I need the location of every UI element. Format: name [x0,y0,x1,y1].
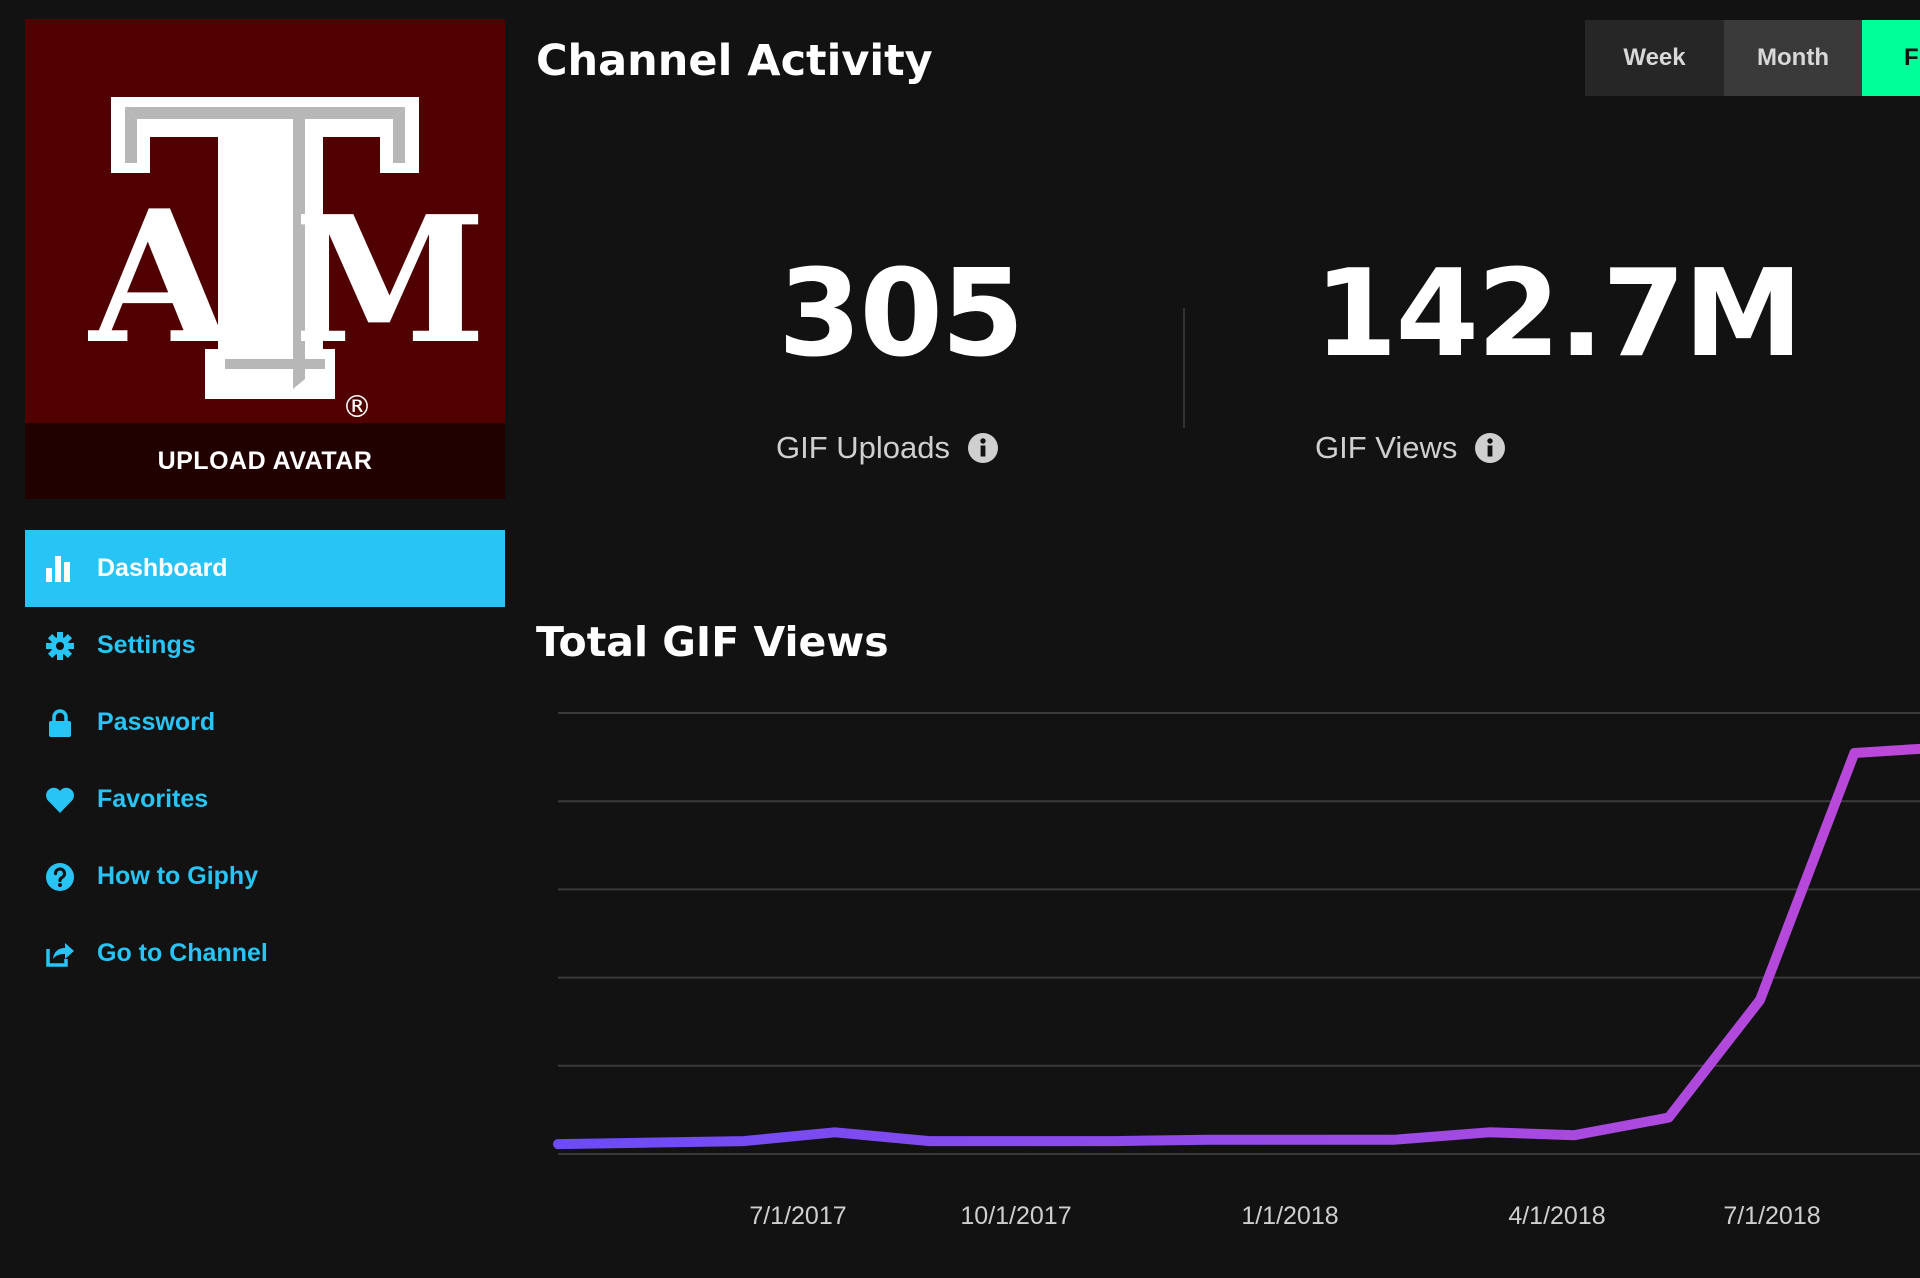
upload-avatar-button[interactable]: UPLOAD AVATAR [25,423,505,499]
gif-views-label-text: GIF Views [1315,430,1458,465]
sidebar-item-label: Password [97,708,216,736]
info-icon[interactable] [1475,433,1506,463]
info-icon[interactable] [968,433,999,463]
sidebar-item-label: Settings [97,631,196,659]
x-tick-label: 1/1/2018 [1241,1202,1338,1230]
logo-letter-m: M [294,179,487,383]
tab-label: F [1904,44,1919,71]
sidebar-item-dashboard[interactable]: Dashboard [25,530,505,607]
channel-avatar[interactable]: A M ® UPLOAD AVATAR [25,19,505,499]
data-point [1488,1131,1490,1133]
x-tick-label: 7/1/2018 [1723,1202,1820,1230]
sidebar-item-favorites[interactable]: Favorites [25,761,505,838]
texas-am-logo: A M ® [87,97,487,425]
sidebar-item-label: Dashboard [97,554,228,582]
sidebar-item-go-to-channel[interactable]: Go to Channel [25,915,505,992]
series-line-total-gif-views [553,743,1920,1150]
lock-icon [45,708,75,738]
data-point [834,1131,836,1133]
logo-letter-a: A [87,170,233,384]
data-point [1208,1139,1210,1141]
upload-avatar-label: UPLOAD AVATAR [157,446,373,475]
data-point [1668,1117,1670,1119]
stats-divider [1183,308,1185,428]
tab-label: Month [1757,44,1829,71]
tab-label: Week [1623,44,1686,71]
x-tick-label: 10/1/2017 [960,1202,1071,1230]
data-point [928,1140,930,1142]
chart-title: Total GIF Views [536,618,889,666]
sidebar-nav: Dashboard Settings Password Favorites Ho… [25,530,505,992]
sidebar-item-label: How to Giphy [97,862,259,890]
gif-uploads-label: GIF Uploads [776,430,999,466]
period-tabs: Week Month F [1585,20,1920,96]
data-point [1394,1139,1396,1141]
data-point [1759,999,1761,1001]
tab-week[interactable]: Week [1585,20,1724,96]
sidebar-item-label: Go to Channel [97,939,268,967]
data-point [648,1142,650,1144]
sidebar-item-label: Favorites [97,785,209,813]
heart-icon [45,785,75,815]
question-circle-icon [45,862,75,892]
x-tick-label: 7/1/2017 [749,1202,846,1230]
data-point [1853,752,1855,754]
share-icon [45,939,75,969]
sidebar-item-settings[interactable]: Settings [25,607,505,684]
data-point [743,1140,745,1142]
tab-full-range[interactable]: F [1862,20,1920,96]
gif-views-value: 142.7M [1314,245,1803,384]
data-point [1300,1139,1302,1141]
sidebar-item-how-to-giphy[interactable]: How to Giphy [25,838,505,915]
data-point [1114,1140,1116,1142]
gear-icon [45,631,75,661]
x-tick-label: 4/1/2018 [1508,1202,1605,1230]
tab-month[interactable]: Month [1724,20,1862,96]
bar-chart-icon [45,554,75,584]
gif-uploads-label-text: GIF Uploads [776,430,951,465]
page-title: Channel Activity [536,36,933,86]
data-point [557,1143,559,1145]
logo-registered-mark: ® [342,390,372,425]
data-point [1573,1134,1575,1136]
sidebar-item-password[interactable]: Password [25,684,505,761]
data-point [1023,1140,1025,1142]
gif-views-label: GIF Views [1315,430,1506,466]
gif-uploads-value: 305 [778,245,1024,384]
